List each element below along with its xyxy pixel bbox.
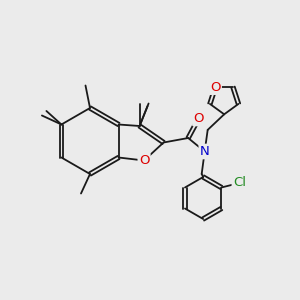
Text: N: N — [200, 145, 210, 158]
Text: Cl: Cl — [233, 176, 246, 190]
Text: O: O — [210, 81, 220, 94]
Text: O: O — [194, 112, 204, 125]
Text: O: O — [139, 154, 149, 167]
